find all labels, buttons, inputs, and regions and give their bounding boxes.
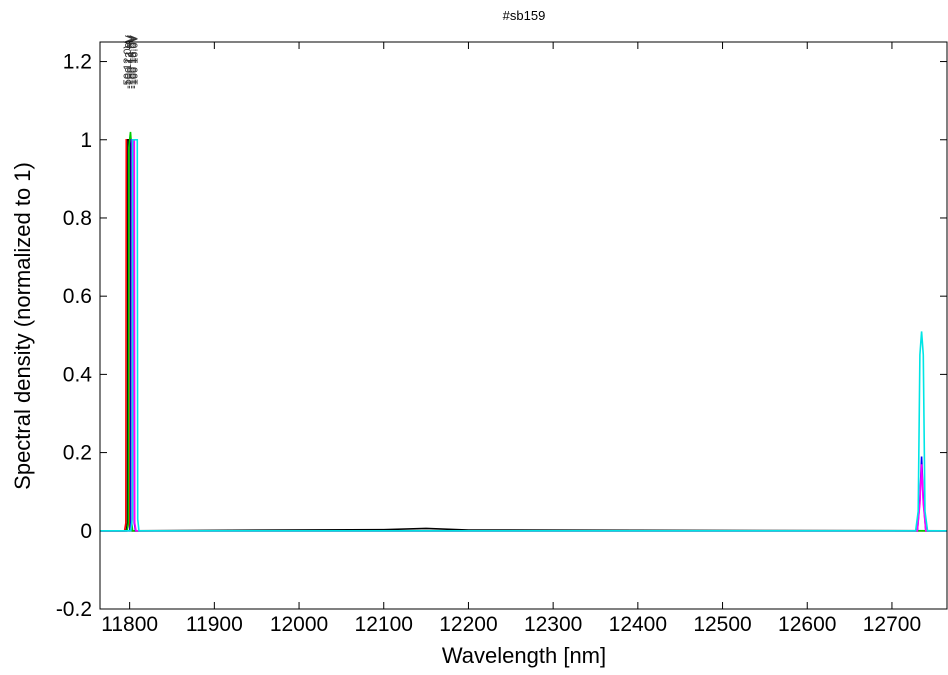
x-tick-label: 12300 <box>524 613 582 636</box>
x-tick-label: 12100 <box>355 613 413 636</box>
peak-annotation: -100 13.0V <box>124 34 136 88</box>
peak-annotations: -50 12.0V-100 13.0V-150 14.0V-100 15.0V-… <box>122 34 141 88</box>
x-tick-label: 12200 <box>439 613 497 636</box>
y-tick-label: 0.2 <box>63 442 92 465</box>
y-axis-ticks: -0.2 0 0.2 0.4 0.6 0.8 1 1.2 <box>56 51 947 621</box>
series-line-3 <box>100 131 947 532</box>
y-tick-label: -0.2 <box>56 598 92 621</box>
series-line-6 <box>100 138 947 532</box>
x-axis-ticks: 11800 11900 12000 12100 12200 12300 12400 12500… <box>101 42 921 636</box>
y-axis-label: Spectral density (normalized to 1) <box>10 162 35 490</box>
series-line-4 <box>100 138 947 532</box>
y-tick-label: 0.8 <box>63 207 92 230</box>
plot-area <box>100 131 948 532</box>
peak-annotation: -100 16.0V <box>129 34 141 88</box>
x-tick-label: 12400 <box>609 613 667 636</box>
y-tick-label: 0 <box>80 520 92 543</box>
peak-annotation: -100 15.0V <box>127 34 139 88</box>
x-tick-label: 11900 <box>186 613 243 636</box>
x-tick-label: 11800 <box>101 613 158 636</box>
peak-annotation: -50 12.0V <box>122 41 134 89</box>
y-tick-label: 0.4 <box>63 363 93 386</box>
plot-frame <box>99 41 948 610</box>
series-line-5 <box>100 138 947 532</box>
x-tick-label: 12500 <box>693 613 751 636</box>
x-tick-label: 12700 <box>863 613 921 636</box>
y-tick-label: 1.2 <box>63 51 92 74</box>
series-line-1 <box>100 138 947 532</box>
peak-annotation: -150 14.0V <box>125 34 137 88</box>
x-axis-label: Wavelength [nm] <box>442 643 606 668</box>
y-tick-label: 1 <box>80 129 92 152</box>
chart-title: #sb159 <box>503 8 546 23</box>
series-line-2 <box>100 138 948 532</box>
y-tick-label: 0.6 <box>63 285 92 308</box>
x-tick-label: 12600 <box>778 613 836 636</box>
x-tick-label: 12000 <box>270 613 328 636</box>
